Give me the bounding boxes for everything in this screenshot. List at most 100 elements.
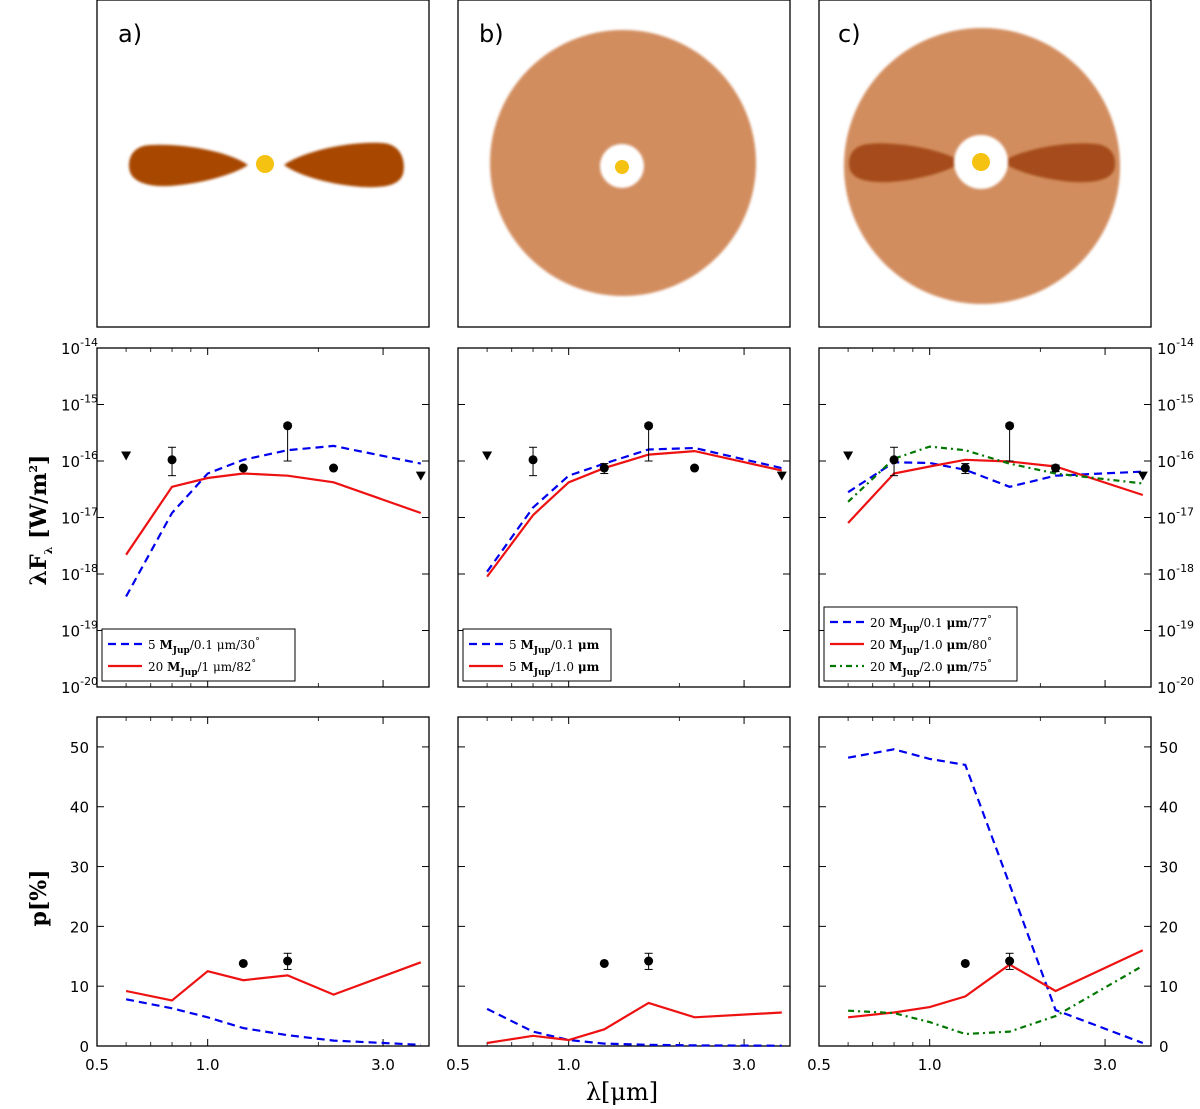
y-tick-label: 10-14 (1157, 336, 1194, 358)
data-point (644, 421, 654, 431)
data-point (167, 455, 177, 465)
plot-frame (818, 716, 1152, 1047)
data-point (599, 958, 609, 968)
y-tick-label: 10-17 (1157, 506, 1194, 528)
series-line-dashed (847, 748, 1144, 1045)
legend: 5 MJup/0.1 μm 5 MJup/1.0 μm (462, 628, 612, 682)
disk-lobe-right (1002, 143, 1116, 183)
y-tick-label: 10-18 (61, 562, 98, 584)
x-tick-label: 0.5 (85, 1056, 109, 1074)
y-tick-label: 20 (1159, 918, 1178, 936)
data-point (644, 956, 654, 966)
data-point (690, 463, 700, 473)
x-tick-label: 3.0 (371, 1056, 395, 1074)
disk-lobe-right (284, 142, 404, 188)
legend: 5 MJup/0.1 μm/30° 20 MJup/1 μm/82° (101, 628, 296, 682)
panel-letter-a: a) (118, 20, 142, 48)
x-tick-label: 3.0 (732, 1056, 756, 1074)
chart-a-pol: 0.5 1.0 3.0 0 10 20 30 40 50 (70, 716, 430, 1074)
plot-frame (457, 716, 791, 1047)
data-point (528, 455, 538, 465)
data-point (1005, 956, 1015, 966)
data-point (960, 463, 970, 473)
series-line-dashed (125, 444, 422, 598)
legend-label: 20 MJup/0.1 μm/77° (870, 615, 992, 634)
y-tick-label: 50 (1159, 739, 1178, 757)
xlabel: λ[μm] (586, 1078, 658, 1106)
y-tick-label: 20 (70, 918, 89, 936)
y-tick-label: 10 (1159, 978, 1178, 996)
schematic-panel-c: c) (818, 0, 1152, 328)
y-tick-label: 10-14 (61, 336, 98, 358)
legend: 20 MJup/0.1 μm/77° 20 MJup/1.0 μm/80° 20 M… (823, 606, 1018, 682)
data-point (238, 463, 248, 473)
series-line-dashdot (847, 445, 1143, 503)
upper-limit-marker (1137, 471, 1148, 481)
legend-label: 20 MJup/1.0 μm/80° (870, 637, 992, 656)
upper-limit-marker (843, 451, 854, 461)
sed-ylabel: λFλ [W/m2] (26, 455, 55, 586)
upper-limit-marker (482, 451, 493, 461)
y-tick-label: 10-20 (61, 675, 98, 697)
schematic-panel-b: b) (457, 0, 791, 328)
y-tick-label: 50 (70, 739, 89, 757)
x-tick-label: 3.0 (1093, 1056, 1117, 1074)
series-line-solid (125, 472, 422, 556)
y-tick-label: 30 (70, 859, 89, 877)
chart-b-pol: 0.5 1.0 3.0 (446, 716, 791, 1074)
panel-letter-c: c) (838, 20, 861, 48)
data-point (283, 421, 293, 431)
data-point (889, 455, 899, 465)
y-tick-label: 10-19 (61, 619, 98, 641)
legend-box (462, 628, 612, 682)
pol-ylabel: p[%] (26, 869, 52, 926)
legend-label: 5 MJup/0.1 μm/30° (148, 637, 260, 656)
series-line-solid (486, 1001, 782, 1045)
legend-label: 20 MJup/2.0 μm/75° (870, 659, 992, 678)
y-tick-label: 10-15 (1157, 393, 1194, 415)
star (256, 155, 274, 173)
star (615, 160, 629, 174)
y-tick-label: 10-15 (61, 393, 98, 415)
series-line-solid (847, 949, 1144, 1019)
schematic-panel-a: a) (96, 0, 430, 328)
y-tick-label: 10-16 (1157, 449, 1194, 471)
y-tick-label: 10-18 (1157, 562, 1194, 584)
upper-limit-marker (121, 451, 132, 461)
series-line-dashed (125, 998, 421, 1046)
legend-label: 20 MJup/1 μm/82° (148, 659, 256, 678)
disk-lobe-left (848, 143, 962, 183)
data-point (283, 956, 293, 966)
x-tick-label: 0.5 (446, 1056, 470, 1074)
chart-c-pol: 0.5 1.0 3.0 0 10 20 30 40 50 (807, 716, 1178, 1074)
y-tick-label: 40 (1159, 799, 1178, 817)
series-line-dashdot (848, 964, 1144, 1036)
series-line-solid (125, 961, 422, 1002)
chart-b-sed: 5 MJup/0.1 μm 5 MJup/1.0 μm (457, 347, 791, 688)
panel-letter-b: b) (479, 20, 504, 48)
upper-limit-marker (776, 471, 787, 481)
plot-frame (96, 716, 430, 1047)
x-tick-label: 1.0 (918, 1056, 942, 1074)
y-tick-label: 40 (70, 799, 89, 817)
y-tick-label: 0 (79, 1038, 89, 1056)
disk-lobe-left (129, 144, 248, 187)
x-tick-label: 0.5 (807, 1056, 831, 1074)
y-tick-label: 10 (70, 978, 89, 996)
y-tick-label: 10-20 (1157, 675, 1194, 697)
data-point (238, 958, 248, 968)
series-line-dashed (486, 1007, 782, 1047)
legend-label: 5 MJup/0.1 μm (509, 638, 600, 656)
legend-box (101, 628, 296, 682)
data-point (329, 463, 339, 473)
x-tick-label: 1.0 (557, 1056, 581, 1074)
data-point (599, 463, 609, 473)
legend-label: 5 MJup/1.0 μm (509, 660, 600, 678)
y-tick-label: 10-16 (61, 449, 98, 471)
y-tick-label: 30 (1159, 859, 1178, 877)
data-point (1051, 463, 1061, 473)
star (972, 153, 990, 171)
